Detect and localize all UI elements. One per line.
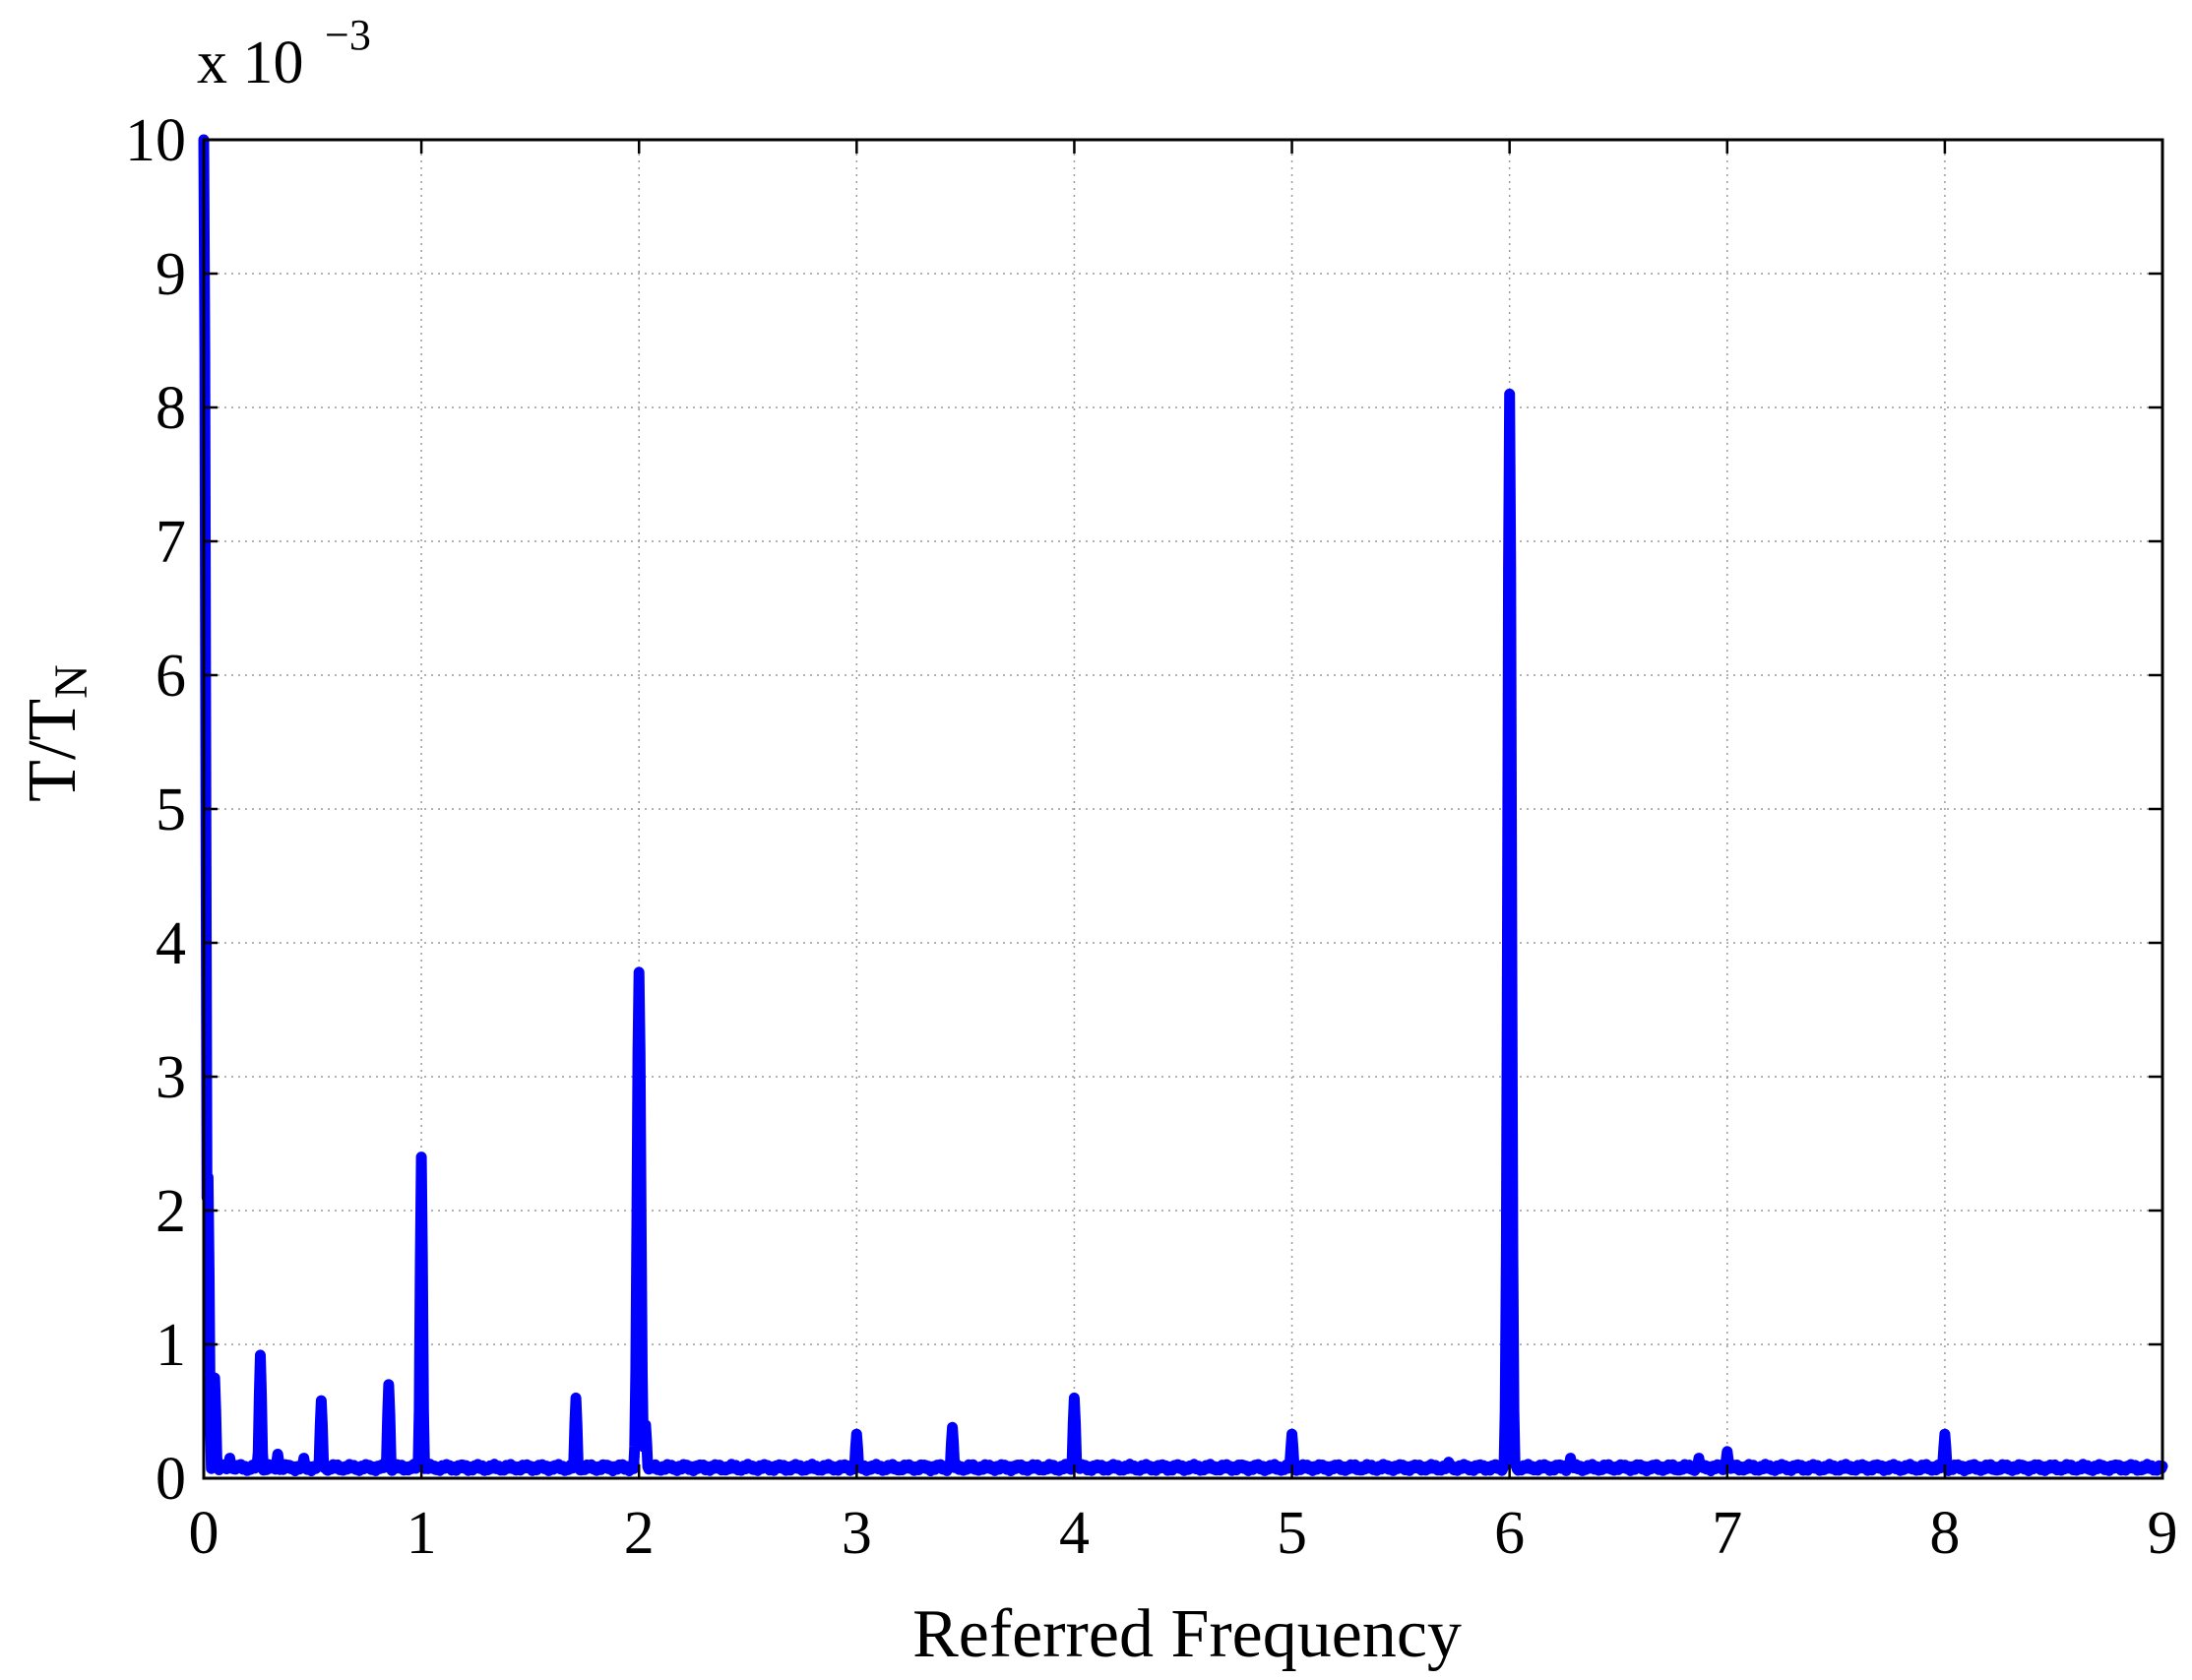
y-tick-label: 7: [156, 509, 186, 576]
x-tick-label: 6: [1494, 1500, 1525, 1567]
y-scale-prefix: x 10: [197, 30, 304, 96]
y-axis-title: T/TN: [15, 664, 97, 802]
x-tick-labels: 0 1 2 3 4 5 6 7 8 9: [189, 1500, 2178, 1567]
x-tick-label: 1: [407, 1500, 437, 1567]
series-path: [198, 134, 2168, 1476]
x-axis-title: Referred Frequency: [912, 1596, 1462, 1672]
series-line: [198, 134, 2168, 1476]
y-tick-label: 0: [156, 1446, 186, 1513]
y-tick-label: 4: [156, 910, 186, 977]
y-tick-label: 9: [156, 241, 186, 308]
y-axis-title-main: T/T: [15, 699, 91, 802]
y-tick-label: 6: [156, 643, 186, 710]
x-tick-label: 4: [1059, 1500, 1090, 1567]
y-tick-label: 8: [156, 375, 186, 442]
grid-lines: [204, 140, 2162, 1478]
y-scale-exponent: −3: [325, 11, 371, 59]
y-tick-label: 1: [156, 1312, 186, 1379]
x-tick-label: 5: [1277, 1500, 1307, 1567]
x-tick-label: 3: [842, 1500, 872, 1567]
x-tick-label: 8: [1929, 1500, 1960, 1567]
y-tick-label: 3: [156, 1044, 186, 1111]
y-axis-title-subscript: N: [45, 664, 97, 699]
y-tick-label: 5: [156, 777, 186, 843]
x-tick-label: 0: [189, 1500, 219, 1567]
tick-marks: [202, 138, 2164, 1480]
y-tick-label: 2: [156, 1178, 186, 1245]
y-tick-labels: 0 1 2 3 4 5 6 7 8 9 10: [125, 107, 186, 1513]
x-tick-label: 2: [624, 1500, 655, 1567]
x-tick-label: 9: [2148, 1500, 2178, 1567]
svg-text:T/TN: T/TN: [15, 664, 97, 802]
x-tick-label: 7: [1712, 1500, 1742, 1567]
y-tick-label: 10: [125, 107, 186, 174]
